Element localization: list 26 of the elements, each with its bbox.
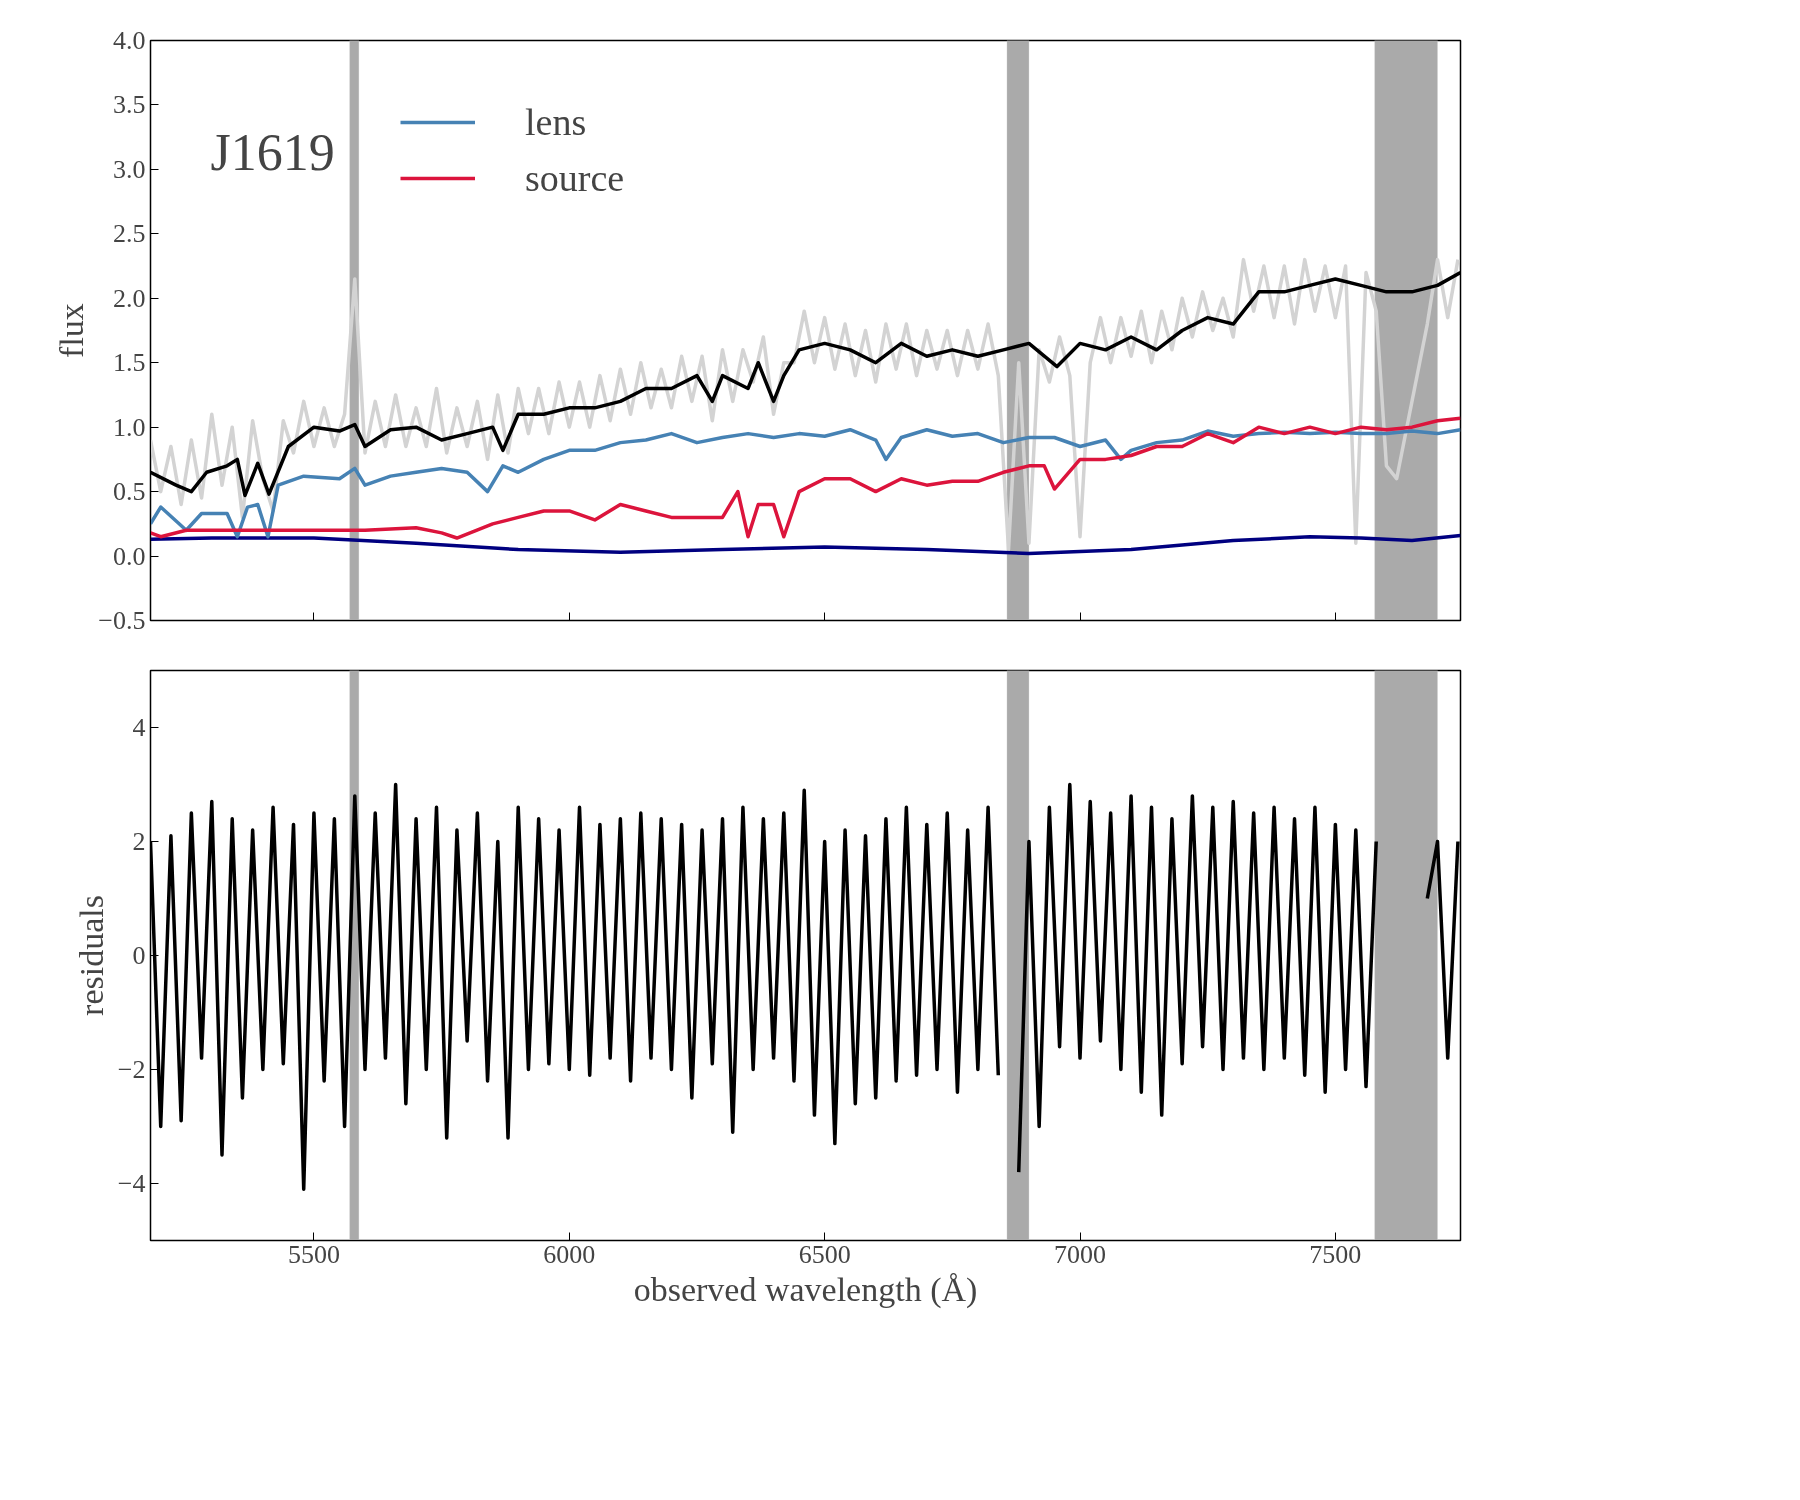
y-tick-label: 4 [132,713,146,742]
y-tick-label: 2 [132,827,146,856]
y-tick-label: 2.0 [113,283,146,313]
y-tick-label: −2 [117,1055,146,1084]
y-tick-label: 0 [132,941,146,970]
x-tick-label: 7500 [1309,1239,1362,1269]
y-tick-label: 0.0 [113,541,146,571]
legend-label: source [525,156,625,200]
y-tick-label: 3.0 [113,154,146,184]
y-tick-label: 1.0 [113,412,146,442]
x-axis-title: observed wavelength (Å) [633,1270,978,1309]
x-tick-label: 6500 [798,1239,851,1269]
legend-label: lens [525,100,587,144]
y-tick-label: −4 [117,1169,146,1198]
y-tick-label: 4.0 [113,26,146,55]
y-tick-label: −0.5 [98,606,146,635]
x-tick-label: 6000 [543,1239,596,1269]
x-tick-label: 5500 [287,1239,340,1269]
y-tick-label: 1.5 [113,348,146,378]
y-tick-label: 0.5 [113,477,146,507]
annotation: J1619 [210,123,335,181]
x-tick-label: 7000 [1054,1239,1107,1269]
y-axis-title: flux [53,303,91,358]
y-tick-label: 2.5 [113,219,146,249]
y-axis-title: residuals [72,895,110,1016]
y-tick-label: 3.5 [113,90,146,120]
